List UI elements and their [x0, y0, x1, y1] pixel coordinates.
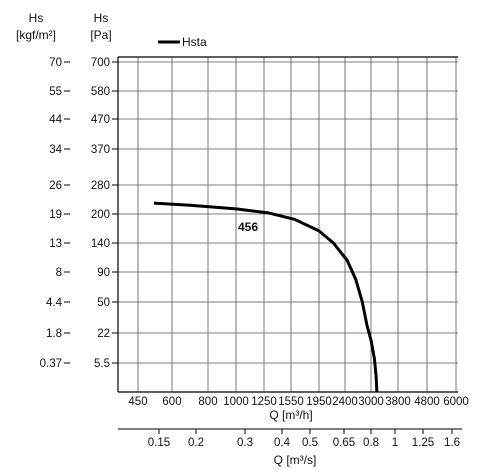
secondary-x-tick-label: 1: [392, 437, 398, 449]
right-tick-label: 90: [97, 267, 110, 279]
left-tick-label: 8: [56, 267, 62, 279]
x-tick-label: 800: [198, 396, 217, 408]
x-tick-label: 6000: [443, 396, 469, 408]
right-tick-label: 370: [91, 144, 110, 156]
plot-frame: [117, 56, 458, 393]
right-tick-label: 470: [91, 114, 110, 126]
legend: Hsta: [158, 35, 207, 49]
grid: [118, 57, 458, 392]
right-tick-label: 200: [91, 209, 110, 221]
x-axis-ticks: 450 600 800 1000 1250 1550 1950 2400 3000 3800 480…: [128, 396, 468, 408]
left-tick-label: 4.4: [46, 297, 63, 309]
right-tick-label: 22: [97, 328, 110, 340]
left-tick-label: 34: [49, 144, 62, 156]
left-tick-label: 19: [49, 209, 62, 221]
right-tick-label: 280: [91, 180, 110, 192]
x-tick-label: 450: [128, 396, 147, 408]
left-tick-label: 70: [49, 57, 62, 69]
secondary-x-tick-label: 0.5: [302, 437, 318, 449]
series-line-hsta: [153, 201, 379, 393]
left-tick-label: 26: [49, 180, 62, 192]
model-label: 456: [238, 220, 258, 234]
secondary-x-tick-label: 0.8: [363, 437, 379, 449]
right-axis-ticks: 700 580 470 370 280 200 140 90 50 22 5.5: [91, 57, 118, 370]
left-axis-unit-name: Hs: [29, 11, 44, 25]
right-tick-label: 50: [97, 297, 110, 309]
x-tick-label: 1950: [306, 396, 332, 408]
left-axis-unit: [kgf/m²]: [16, 28, 56, 42]
left-tick-label: 0.37: [40, 358, 62, 370]
secondary-x-tick-label: 0.4: [274, 437, 291, 449]
x-tick-label: 2400: [332, 396, 358, 408]
left-tick-label: 1.8: [46, 328, 62, 340]
left-tick-label: 13: [49, 238, 62, 250]
x-tick-label: 600: [162, 396, 181, 408]
x-tick-label: 1250: [251, 396, 277, 408]
secondary-x-axis-ticks: 0.15 0.2 0.3 0.4 0.5 0.65 0.8 1 1.25 1.6: [118, 428, 462, 449]
left-tick-label: 55: [49, 86, 62, 98]
right-tick-label: 580: [91, 86, 110, 98]
secondary-x-tick-label: 0.2: [188, 437, 204, 449]
secondary-x-tick-label: 0.3: [237, 437, 253, 449]
left-tick-label: 44: [49, 114, 62, 126]
right-tick-label: 5.5: [94, 358, 110, 370]
secondary-x-tick-label: 0.65: [333, 437, 355, 449]
secondary-x-tick-label: 1.6: [444, 437, 460, 449]
secondary-x-axis-label: Q [m³/s]: [274, 453, 317, 467]
right-axis-unit: [Pa]: [90, 28, 111, 42]
axis-headers: Hs [kgf/m²] Hs [Pa]: [16, 11, 112, 42]
legend-label: Hsta: [182, 35, 207, 49]
secondary-x-tick-label: 1.25: [412, 437, 434, 449]
x-axis-label: Q [m³/h]: [269, 408, 312, 422]
left-axis-ticks: 70 55 44 34 26 19 13 8 4.4 1.8 0.37: [40, 57, 70, 370]
x-tick-label: 1550: [278, 396, 304, 408]
right-tick-label: 700: [91, 57, 110, 69]
secondary-x-tick-label: 0.15: [148, 437, 170, 449]
right-tick-label: 140: [91, 238, 110, 250]
series-layer: [153, 201, 379, 393]
x-tick-label: 3000: [358, 396, 384, 408]
right-axis-unit-name: Hs: [94, 11, 109, 25]
x-tick-label: 3800: [385, 396, 411, 408]
x-tick-label: 1000: [223, 396, 249, 408]
x-tick-label: 4800: [414, 396, 440, 408]
